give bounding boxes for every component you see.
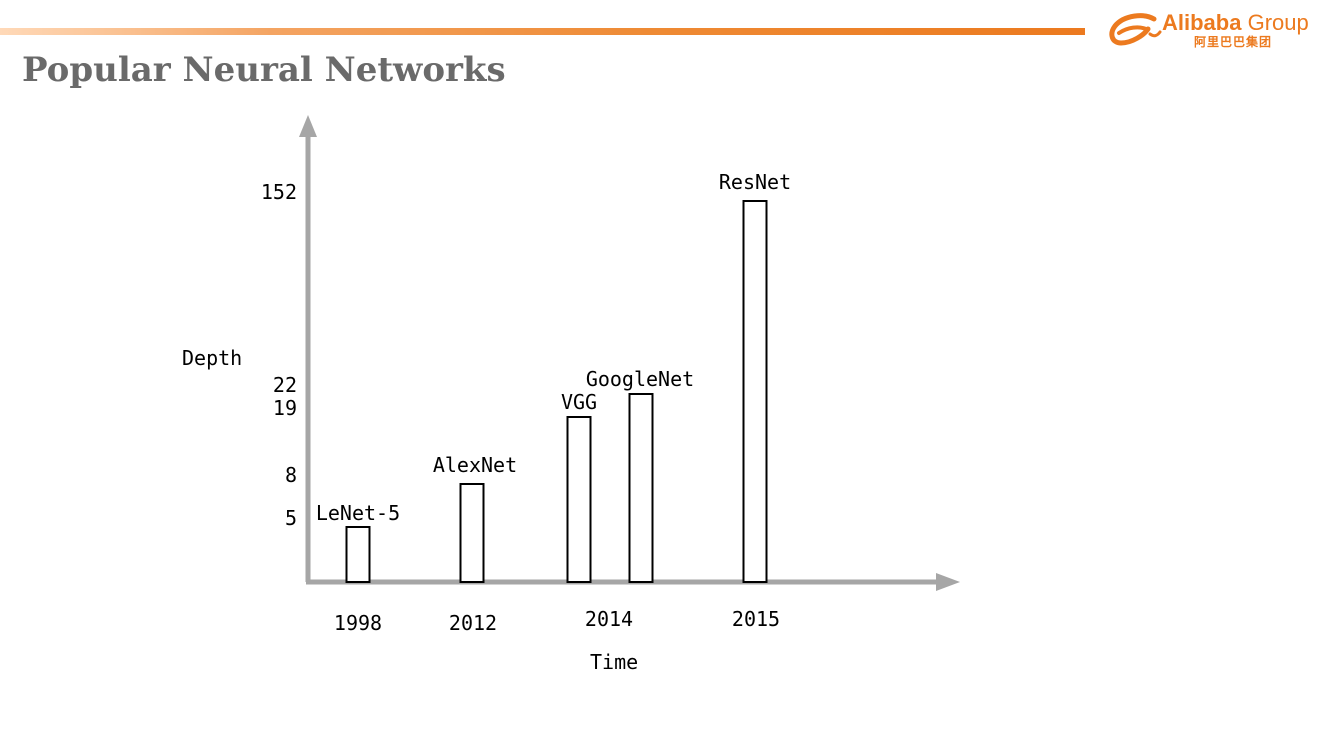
bars	[345, 200, 768, 583]
bar-resnet	[742, 200, 768, 583]
bar-vgg	[566, 416, 592, 583]
x-tick-label: 2012	[449, 611, 497, 635]
x-tick-label: 2014	[585, 607, 633, 631]
logo-brand: Alibaba	[1162, 10, 1242, 35]
header-accent-bar	[0, 28, 1085, 35]
y-tick-label: 8	[285, 463, 297, 487]
bar-googlenet	[628, 393, 654, 583]
x-tick-label: 1998	[334, 611, 382, 635]
logo-wordmark: Alibaba Group	[1162, 10, 1309, 36]
alibaba-e-icon	[1109, 13, 1162, 46]
logo-chinese: 阿里巴巴集团	[1194, 35, 1273, 49]
bar-label: AlexNet	[433, 453, 517, 477]
bar-lenet-5	[345, 526, 371, 583]
y-tick-label: 19	[273, 396, 297, 420]
x-tick-labels: 1998 2012 2014 2015	[334, 607, 780, 635]
y-tick-label: 152	[261, 180, 297, 204]
bar-label: ResNet	[719, 170, 791, 194]
alibaba-logo: Alibaba Group 阿里巴巴集团	[1106, 10, 1321, 52]
x-axis-arrow	[936, 573, 960, 591]
x-tick-label: 2015	[732, 607, 780, 631]
bar-label: GoogleNet	[586, 367, 694, 391]
bar-label: LeNet-5	[316, 501, 400, 525]
y-tick-label: 22	[273, 373, 297, 397]
logo-group: Group	[1247, 10, 1309, 35]
y-axis-arrow	[299, 115, 317, 137]
y-tick-label: 5	[285, 506, 297, 530]
y-axis-label: Depth	[182, 346, 242, 370]
bar-alexnet	[459, 483, 485, 583]
bar-label: VGG	[561, 390, 597, 414]
x-axis-label: Time	[590, 650, 638, 674]
page-title: Popular Neural Networks	[22, 50, 506, 90]
